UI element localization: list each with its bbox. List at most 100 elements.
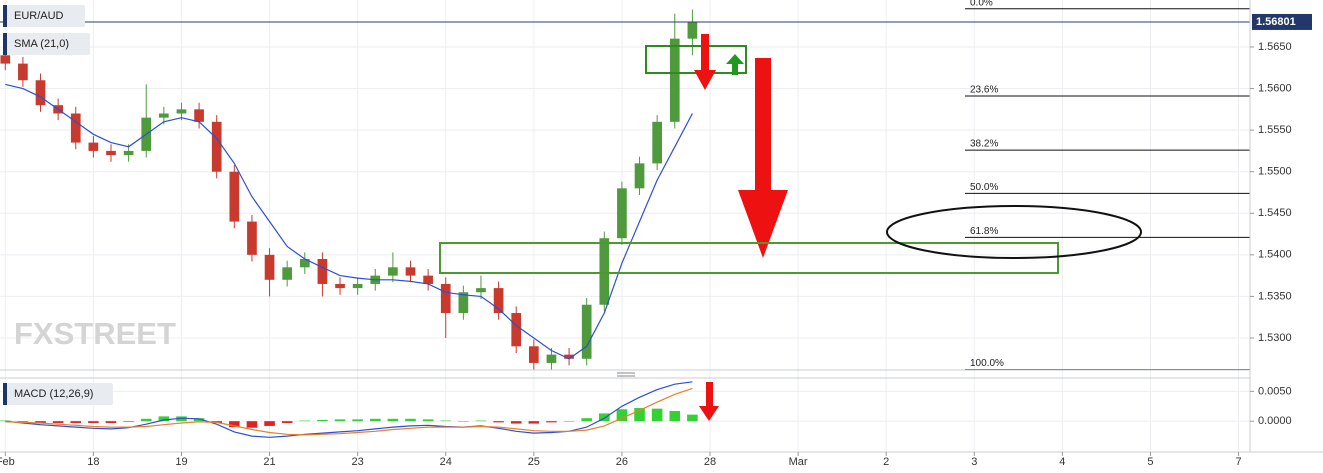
histogram-bar <box>440 420 452 422</box>
legend-marker <box>3 33 7 55</box>
last-price-label: 1.56801 <box>1256 16 1296 28</box>
x-tick-label: 21 <box>263 456 275 468</box>
histogram-bar <box>422 419 434 422</box>
legend-box[interactable] <box>3 33 90 55</box>
candle-body <box>458 292 469 314</box>
legend-box[interactable] <box>3 383 113 405</box>
fib-label: 23.6% <box>970 85 998 96</box>
candle-body <box>194 109 204 122</box>
histogram-bar <box>52 421 64 423</box>
candle-body <box>106 150 116 156</box>
histogram-bar <box>387 418 399 422</box>
candle-body <box>423 275 433 284</box>
y-tick-label: 1.5500 <box>1258 166 1292 178</box>
histogram-bar <box>352 419 363 422</box>
fib-label: 100.0% <box>970 358 1004 369</box>
x-tick-label: 2 <box>883 456 889 468</box>
histogram-bar <box>634 408 645 422</box>
x-tick-label: 26 <box>616 456 628 468</box>
x-tick-label: 3 <box>971 456 977 468</box>
candle-body <box>159 113 169 118</box>
fib-label: 61.8% <box>970 226 998 237</box>
candle-body <box>440 283 451 314</box>
histogram-bar <box>123 421 134 422</box>
x-tick-label: 4 <box>1059 456 1065 468</box>
candle-body <box>282 267 293 280</box>
x-tick-label: 5 <box>1147 456 1153 468</box>
y-tick-label: 1.5450 <box>1258 207 1292 219</box>
symbol-label: EUR/AUD <box>14 10 64 22</box>
histogram-bar <box>0 420 11 422</box>
candle-body <box>35 80 46 106</box>
red-arrow <box>699 382 719 421</box>
last-price-box <box>1252 13 1312 30</box>
candle-body <box>352 283 363 289</box>
candle-body <box>88 142 99 151</box>
histogram-bar <box>281 421 293 423</box>
histogram-bar <box>193 418 205 422</box>
histogram-bar <box>88 421 99 423</box>
histogram-bar <box>669 411 681 422</box>
candle-body <box>546 354 557 363</box>
x-tick-label: Feb <box>0 456 15 468</box>
red-arrow-large <box>738 58 788 258</box>
macd-line <box>5 387 693 436</box>
ellipse <box>886 205 1142 259</box>
candle-body <box>617 188 627 239</box>
histogram-bar <box>493 421 504 423</box>
candle-body <box>229 171 240 222</box>
y-tick-label: 1.5300 <box>1258 332 1292 344</box>
candle-body <box>581 304 592 359</box>
x-tick-label: 18 <box>87 456 99 468</box>
y-tick-label: 1.5550 <box>1258 124 1292 136</box>
candle-body <box>0 55 11 64</box>
x-tick-label: 7 <box>1235 456 1241 468</box>
candle-body <box>335 283 345 289</box>
histogram-bar <box>369 418 381 422</box>
candle-body <box>511 313 522 347</box>
red-arrow <box>694 34 716 90</box>
x-tick-label: 28 <box>704 456 716 468</box>
x-tick-label: 25 <box>528 456 540 468</box>
green-box <box>439 242 1059 274</box>
fib-label: 0.0% <box>970 0 993 8</box>
candle-body <box>70 113 81 143</box>
histogram-bar <box>299 420 311 422</box>
histogram-bar <box>17 421 29 422</box>
histogram-bar <box>229 421 240 428</box>
histogram-bar <box>246 421 258 428</box>
fib-label: 50.0% <box>970 182 998 193</box>
y-tick-label: 0.0000 <box>1258 415 1292 427</box>
histogram-bar <box>140 418 152 422</box>
y-tick-label: 1.5400 <box>1258 249 1292 261</box>
indicator-label: SMA (21,0) <box>14 38 69 50</box>
histogram-bar <box>510 421 522 424</box>
fib-label: 38.2% <box>970 139 998 150</box>
candle-body <box>528 346 539 363</box>
legend-box[interactable] <box>3 5 85 27</box>
histogram-bar <box>158 416 170 422</box>
candle-body <box>564 354 574 359</box>
histogram-bar <box>405 418 416 422</box>
y-tick-label: 1.5600 <box>1258 82 1292 94</box>
candle-body <box>669 38 680 122</box>
histogram-bar <box>105 421 117 423</box>
histogram-bar <box>334 419 346 422</box>
candle-body <box>493 288 504 314</box>
watermark: FXSTREET <box>14 316 176 351</box>
sma-line <box>5 83 693 360</box>
macd-line <box>5 381 693 438</box>
candle-body <box>18 63 28 81</box>
y-tick-label: 0.0050 <box>1258 385 1292 397</box>
histogram-bar <box>616 409 628 422</box>
candle-body <box>264 254 275 280</box>
candle-body <box>247 221 257 255</box>
histogram-bar <box>70 421 82 423</box>
candle-body <box>634 163 645 189</box>
candle-body <box>299 259 310 268</box>
indicator-label: MACD (12,26,9) <box>14 388 93 400</box>
y-tick-label: 1.5350 <box>1258 290 1292 302</box>
green-arrow <box>726 54 744 75</box>
